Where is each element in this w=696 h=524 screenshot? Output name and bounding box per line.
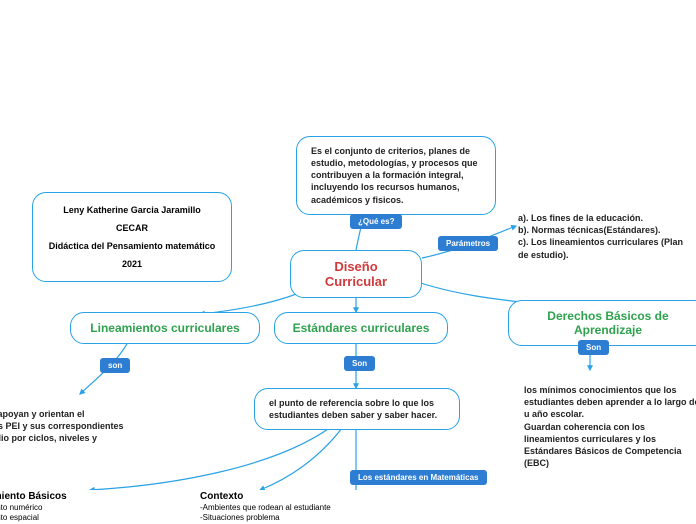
definition-text: Es el conjunto de criterios, planes de e… xyxy=(311,146,478,205)
node-parametros-text: a). Los fines de la educación. b). Norma… xyxy=(518,200,696,261)
node-lineamientos: Lineamientos curriculares xyxy=(70,312,260,344)
lineamientos-def-text: e apoyan y orientan el los PEI y sus cor… xyxy=(0,409,124,443)
contexto-title: Contexto xyxy=(200,490,390,503)
node-definition: Es el conjunto de criterios, planes de e… xyxy=(296,136,496,215)
node-estandares-def: el punto de referencia sobre lo que los … xyxy=(254,388,460,430)
badge-son-3: Son xyxy=(578,340,609,355)
parametros-text: a). Los fines de la educación. b). Norma… xyxy=(518,213,683,259)
badge-parametros: Parámetros xyxy=(438,236,498,251)
node-conocimiento: imiento Básicos iento numérico iento esp… xyxy=(0,490,140,524)
badge-que-es: ¿Qué es? xyxy=(350,214,402,229)
badge-son-2: Son xyxy=(344,356,375,371)
node-contexto: Contexto -Ambientes que rodean al estudi… xyxy=(200,490,390,524)
conocimiento-title: imiento Básicos xyxy=(0,490,140,503)
badge-son-1: son xyxy=(100,358,130,373)
badge-estandares-math: Los estándares en Matemáticas xyxy=(350,470,487,485)
author-line-0: Leny Katherine Garcia Jaramillo xyxy=(47,201,217,219)
contexto-sub: -Ambientes que rodean al estudiante -Sit… xyxy=(200,503,390,524)
central-label: Diseño Curricular xyxy=(325,259,387,289)
node-estandares: Estándares curriculares xyxy=(274,312,448,344)
conocimiento-sub: iento numérico iento espacial xyxy=(0,503,140,524)
dba-label: Derechos Básicos de Aprendizaje xyxy=(547,309,668,337)
author-line-3: 2021 xyxy=(47,255,217,273)
author-line-1: CECAR xyxy=(47,219,217,237)
node-author: Leny Katherine Garcia Jaramillo CECAR Di… xyxy=(32,192,232,282)
node-central: Diseño Curricular xyxy=(290,250,422,298)
author-line-2: Didáctica del Pensamiento matemático xyxy=(47,237,217,255)
lineamientos-label: Lineamientos curriculares xyxy=(90,321,239,335)
node-lineamientos-def: e apoyan y orientan el los PEI y sus cor… xyxy=(0,396,160,445)
dba-def-text: los mínimos conocimientos que los estudi… xyxy=(524,385,696,468)
estandares-def-text: el punto de referencia sobre lo que los … xyxy=(269,398,437,420)
estandares-label: Estándares curriculares xyxy=(293,321,430,335)
node-dba-def: los mínimos conocimientos que los estudi… xyxy=(524,372,696,469)
